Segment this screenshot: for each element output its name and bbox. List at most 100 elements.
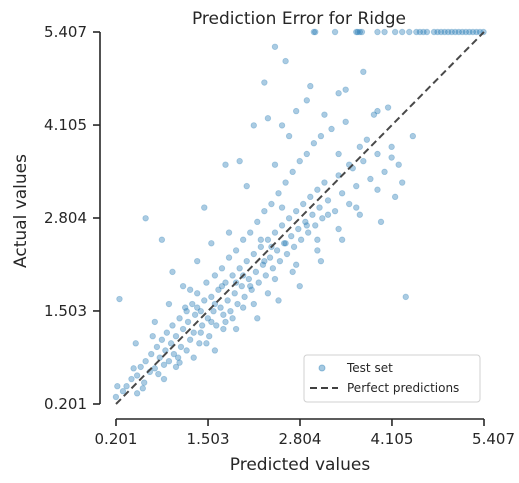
data-point [335, 90, 342, 97]
data-point [261, 79, 268, 86]
data-point [317, 132, 325, 140]
data-point [367, 175, 374, 183]
data-point [273, 247, 281, 254]
data-point [381, 168, 388, 176]
data-point [156, 354, 163, 361]
data-point [354, 28, 361, 36]
data-point [285, 132, 293, 140]
data-point [225, 229, 233, 236]
data-point [239, 304, 247, 311]
legend-label-test-set: Test set [346, 361, 393, 375]
data-point [384, 104, 392, 111]
data-point [290, 243, 298, 251]
perfect-predictions-line [115, 31, 485, 405]
data-point [437, 28, 445, 36]
data-point [248, 286, 255, 293]
data-point [197, 307, 204, 315]
data-point [262, 272, 269, 279]
data-point [302, 218, 309, 226]
data-point [196, 340, 203, 347]
data-point [300, 200, 307, 208]
data-point [206, 332, 213, 340]
x-axis-label: Predicted values [230, 455, 371, 475]
data-point [130, 365, 137, 372]
data-point [220, 325, 227, 333]
data-point [201, 297, 208, 304]
data-point [247, 229, 254, 236]
data-point [172, 363, 180, 371]
data-point [275, 297, 282, 304]
data-point [278, 222, 286, 229]
data-point [197, 329, 204, 336]
data-point [169, 322, 176, 329]
data-point [132, 340, 139, 347]
data-point [243, 182, 250, 190]
data-point [236, 265, 243, 272]
data-point [423, 28, 431, 36]
data-point [215, 286, 222, 293]
y-tick-label: 2.804 [44, 209, 87, 227]
x-ticks: 0.201 1.503 2.804 4.105 5.407 [95, 419, 515, 448]
data-point [391, 28, 399, 36]
data-point [218, 265, 226, 272]
data-point [250, 122, 257, 129]
data-point [314, 186, 321, 193]
data-point [176, 315, 183, 322]
data-point [236, 157, 243, 165]
y-tick-label: 4.105 [44, 116, 87, 134]
data-point [416, 28, 424, 36]
data-point [217, 304, 224, 311]
data-point [250, 250, 257, 258]
y-tick-label: 5.407 [44, 23, 87, 41]
data-point [283, 250, 291, 258]
data-point [377, 218, 385, 226]
data-point [133, 372, 141, 379]
data-point [374, 150, 381, 158]
data-point [342, 86, 349, 93]
data-point [151, 365, 159, 372]
data-point [441, 28, 448, 36]
data-point [268, 200, 275, 208]
data-point [280, 240, 288, 247]
data-point [310, 28, 318, 36]
data-point [194, 304, 201, 311]
data-point [328, 125, 335, 133]
data-point [473, 28, 480, 36]
data-point [409, 132, 417, 140]
data-point [176, 359, 183, 366]
data-point [338, 236, 346, 243]
data-point [160, 361, 168, 368]
data-point [342, 118, 349, 126]
data-point [222, 318, 229, 326]
data-point [295, 225, 302, 233]
x-tick-label: 5.407 [472, 430, 515, 448]
data-point [210, 307, 217, 315]
data-point [314, 236, 321, 243]
data-point [448, 28, 455, 36]
data-point [204, 315, 212, 322]
data-point [444, 28, 452, 36]
data-point [469, 28, 477, 36]
data-point [255, 279, 262, 286]
data-point [278, 204, 286, 211]
x-tick-label: 2.804 [279, 430, 322, 448]
data-point [307, 193, 314, 201]
data-point [282, 57, 289, 65]
data-point [276, 257, 284, 265]
data-point [434, 28, 441, 36]
data-point [324, 211, 332, 218]
data-point [269, 265, 277, 272]
data-point [360, 68, 367, 76]
data-point [232, 325, 240, 333]
data-point [139, 385, 146, 392]
data-point [245, 275, 253, 283]
data-point [254, 218, 261, 226]
data-point [252, 268, 260, 276]
data-point [182, 304, 189, 311]
data-point [462, 28, 470, 36]
data-point [321, 179, 328, 186]
data-point [264, 290, 272, 297]
data-point [278, 122, 286, 129]
data-point [297, 236, 305, 243]
data-point [452, 28, 459, 36]
